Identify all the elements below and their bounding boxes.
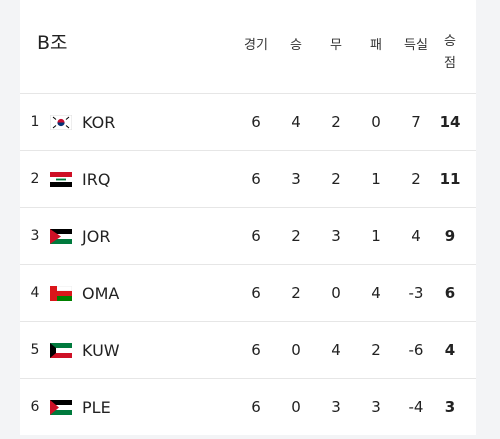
column-header: 득실 <box>404 38 428 53</box>
stat-cell: 6 <box>251 398 261 416</box>
table-row: 2 IRQ 6 3 2 1 2 11 <box>20 150 476 208</box>
team-flag <box>50 343 72 362</box>
team-name: KUW <box>82 341 120 360</box>
stat-cell: 2 <box>411 170 421 188</box>
team-flag <box>50 229 72 248</box>
team-name: OMA <box>82 284 120 303</box>
rank: 3 <box>30 228 40 244</box>
team-flag <box>50 400 72 419</box>
stat-cell: 6 <box>251 113 261 131</box>
stat-cell: 3 <box>331 227 341 245</box>
stat-cell: 9 <box>444 227 456 245</box>
stat-cell: 2 <box>331 170 341 188</box>
stat-cell: 0 <box>291 398 301 416</box>
flag-icon <box>49 114 73 131</box>
stat-cell: 3 <box>371 398 381 416</box>
stat-cell: 4 <box>411 227 421 245</box>
team-flag <box>50 172 72 191</box>
team-name: JOR <box>82 227 111 246</box>
stat-cell: 2 <box>291 227 301 245</box>
stat-cell: 0 <box>371 113 381 131</box>
team-name: KOR <box>82 113 116 132</box>
stat-cell: -3 <box>408 284 424 302</box>
flag-icon <box>50 229 72 244</box>
stat-cell: 6 <box>251 170 261 188</box>
stat-cell: 0 <box>291 341 301 359</box>
table-row: 4 OMA 6 2 0 4 -3 6 <box>20 264 476 322</box>
stat-cell: 4 <box>291 113 301 131</box>
rank: 1 <box>30 114 40 130</box>
rank: 5 <box>30 342 40 358</box>
stat-cell: 6 <box>251 227 261 245</box>
stat-cell: 11 <box>439 170 461 188</box>
team-name: PLE <box>82 398 111 417</box>
stat-cell: 1 <box>371 170 381 188</box>
stat-cell: 3 <box>331 398 341 416</box>
team-flag <box>49 285 73 305</box>
stat-cell: 4 <box>371 284 381 302</box>
column-header: 무 <box>330 38 342 53</box>
rank: 2 <box>30 171 40 187</box>
stat-cell: -6 <box>408 341 424 359</box>
team-name: IRQ <box>82 170 111 189</box>
stat-cell: 6 <box>251 341 261 359</box>
table-row: 3 JOR 6 2 3 1 4 9 <box>20 207 476 265</box>
flag-icon <box>50 172 72 187</box>
stat-cell: 2 <box>291 284 301 302</box>
stat-cell: 3 <box>291 170 301 188</box>
stat-cell: 6 <box>444 284 456 302</box>
stat-cell: 1 <box>371 227 381 245</box>
stat-cell: 2 <box>371 341 381 359</box>
stat-cell: 3 <box>444 398 456 416</box>
column-header: 승점 <box>444 34 456 71</box>
flag-icon <box>49 285 73 301</box>
group-title: B조 <box>37 32 68 54</box>
stat-cell: 2 <box>331 113 341 131</box>
stat-cell: 4 <box>444 341 456 359</box>
flag-icon <box>50 400 72 415</box>
stat-cell: 14 <box>439 113 461 131</box>
stat-cell: 0 <box>331 284 341 302</box>
table-row: 6 PLE 6 0 3 3 -4 3 <box>20 378 476 436</box>
standings-card: B조 경기 승 무 패 득실 승점 1 KOR 6 4 2 0 7 14 2 IRQ 6 3 2 1 2 11 3 JOR 6 2… <box>20 0 476 435</box>
table-row: 1 KOR 6 4 2 0 7 14 <box>20 93 476 151</box>
column-header: 승 <box>290 38 302 53</box>
flag-icon <box>50 343 72 358</box>
column-header: 패 <box>370 38 382 53</box>
stat-cell: 7 <box>411 113 421 131</box>
team-flag <box>49 114 73 134</box>
stat-cell: -4 <box>408 398 424 416</box>
rank: 4 <box>30 285 40 301</box>
stat-cell: 6 <box>251 284 261 302</box>
rank: 6 <box>30 399 40 415</box>
stat-cell: 4 <box>331 341 341 359</box>
table-row: 5 KUW 6 0 4 2 -6 4 <box>20 321 476 379</box>
column-header: 경기 <box>244 38 268 53</box>
